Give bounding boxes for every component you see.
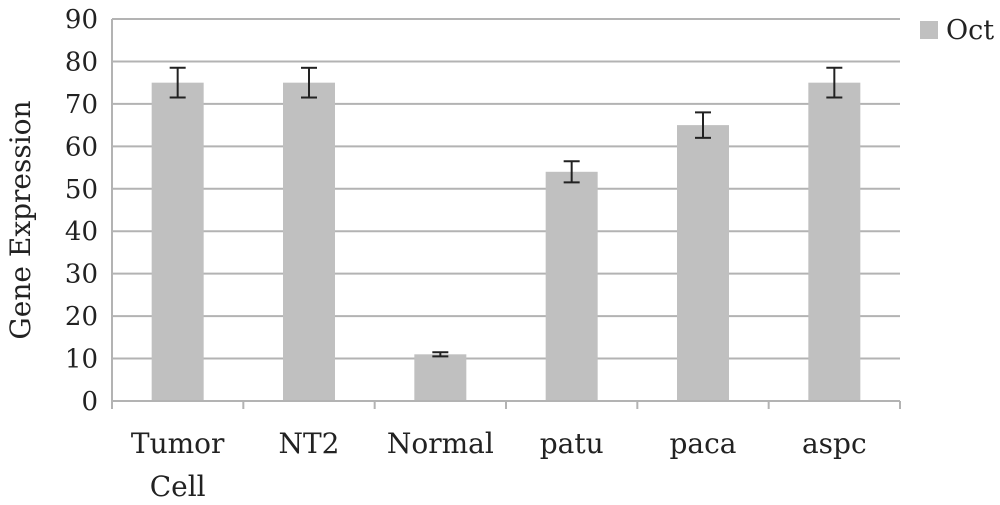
x-category-label-line: Tumor <box>131 427 225 460</box>
x-category-label-line: patu <box>540 427 604 460</box>
x-category-label: Normal <box>387 427 494 460</box>
y-tick-label: 50 <box>65 175 98 205</box>
bar <box>151 82 204 402</box>
y-tick-label: 70 <box>65 90 98 120</box>
bar <box>545 171 598 401</box>
x-category-label: paca <box>670 427 737 460</box>
axes <box>111 19 901 409</box>
error-bars <box>169 66 843 358</box>
x-category-labels: Tumor Cell NT2 Normal patu paca aspc <box>131 427 867 503</box>
x-category-label-line: paca <box>670 427 737 460</box>
x-category-label: NT2 <box>279 427 340 460</box>
y-tick-label: 10 <box>65 345 98 375</box>
x-category-label-line: NT2 <box>279 427 340 460</box>
y-tick-label: 20 <box>65 302 98 332</box>
bar <box>808 82 861 402</box>
error-bar <box>563 160 580 184</box>
x-category-label-line: Normal <box>387 427 494 460</box>
bars <box>151 82 861 402</box>
bar <box>414 354 467 401</box>
y-tick-labels: 0 10 20 30 40 50 60 70 80 90 <box>65 5 98 417</box>
y-tick-label: 40 <box>65 217 98 247</box>
y-tick-label: 30 <box>65 260 98 290</box>
error-bar <box>432 351 449 358</box>
bar <box>283 82 335 402</box>
y-tick-label: 0 <box>81 387 98 417</box>
y-tick-label: 90 <box>65 5 98 35</box>
error-bar <box>826 66 843 99</box>
legend: Oct <box>920 15 994 46</box>
x-category-label-line: Cell <box>150 470 206 503</box>
x-category-label: patu <box>540 427 604 460</box>
bar <box>677 125 729 401</box>
legend-label-oct: Oct <box>946 15 994 46</box>
error-bar <box>695 111 711 139</box>
y-tick-label: 60 <box>65 132 98 162</box>
x-category-label-line: aspc <box>802 427 867 460</box>
x-category-label: Tumor Cell <box>131 427 225 503</box>
y-tick-label: 80 <box>65 47 98 77</box>
error-bar <box>301 66 317 99</box>
legend-swatch-oct <box>920 21 938 39</box>
y-axis-title: Gene Expression <box>4 100 37 339</box>
x-category-label: aspc <box>802 427 867 460</box>
error-bar <box>169 66 186 99</box>
gridlines <box>112 18 900 360</box>
